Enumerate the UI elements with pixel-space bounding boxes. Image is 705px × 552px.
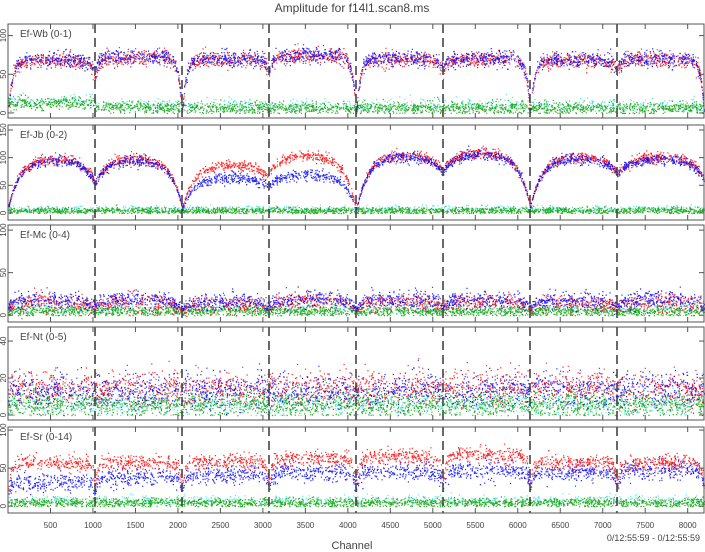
baseline-label: Ef-Mc (0-4)	[20, 230, 70, 241]
y-tick-label: 0	[0, 110, 8, 115]
y-tick-label: 40	[0, 336, 8, 345]
panel-0: 0 50 100 Ef-Wb (0-1)	[0, 23, 705, 119]
panel-frame	[7, 23, 705, 119]
baseline-label: Ef-Jb (0-2)	[20, 130, 67, 141]
y-tick-label: 100	[0, 28, 8, 42]
x-tick-label: 2000	[169, 521, 187, 530]
y-tick-label: 50	[0, 180, 8, 189]
x-tick-label: 6000	[509, 521, 527, 530]
panel-3: 0 20 40 Ef-Nt (0-5)	[0, 326, 705, 421]
baseline-label: Ef-Wb (0-1)	[20, 29, 72, 40]
x-tick-label: 6500	[551, 521, 569, 530]
baseline-label: Ef-Sr (0-14)	[20, 432, 72, 443]
time-range: 0/12:55:59 - 0/12:55:59	[607, 533, 700, 543]
x-tick-label: 5500	[466, 521, 484, 530]
chart-title: Amplitude for f14l1.scan8.ms	[275, 1, 430, 15]
baseline-label: Ef-Nt (0-5)	[20, 332, 67, 343]
y-tick-label: 100	[0, 423, 8, 437]
y-tick-label: 0	[0, 312, 8, 317]
x-tick-label: 4000	[339, 521, 357, 530]
panels: 0 50 100 Ef-Wb (0-1) 0 50 100 150 Ef-Jb (0-2) 0 50…	[0, 23, 705, 530]
y-tick-label: 100	[0, 150, 8, 164]
y-tick-label: 50	[0, 268, 8, 277]
x-tick-label: 4500	[381, 521, 399, 530]
x-tick-label: 3000	[254, 521, 272, 530]
x-tick-label: 2500	[212, 521, 230, 530]
panel-frame	[7, 326, 705, 421]
panel-frame	[7, 124, 705, 221]
x-tick-label: 8000	[679, 521, 697, 530]
x-tick-label: 7500	[636, 521, 654, 530]
panel-frame	[7, 426, 705, 514]
panel-frame	[7, 224, 705, 323]
x-tick-label: 1500	[127, 521, 145, 530]
x-tick-label: 500	[44, 521, 58, 530]
x-tick-label: 3500	[296, 521, 314, 530]
x-axis-label: Channel	[332, 540, 373, 552]
y-tick-label: 50	[0, 69, 8, 78]
y-tick-label: 50	[0, 463, 8, 472]
panel-2: 0 50 100 Ef-Mc (0-4)	[0, 223, 705, 323]
y-tick-label: 20	[0, 373, 8, 382]
panel-1: 0 50 100 150 Ef-Jb (0-2)	[0, 123, 705, 221]
series-blue	[8, 286, 705, 315]
y-tick-label: 0	[0, 503, 8, 508]
x-tick-label: 7000	[594, 521, 612, 530]
x-tick-label: 1000	[84, 521, 102, 530]
y-tick-label: 150	[0, 123, 8, 137]
y-tick-label: 0	[0, 210, 8, 215]
y-tick-label: 0	[0, 412, 8, 417]
panel-4: 0 50 100 Ef-Sr (0-14) 500 1000 1500 2000 2500 300…	[0, 423, 705, 530]
y-tick-label: 100	[0, 223, 8, 237]
x-tick-label: 5000	[424, 521, 442, 530]
